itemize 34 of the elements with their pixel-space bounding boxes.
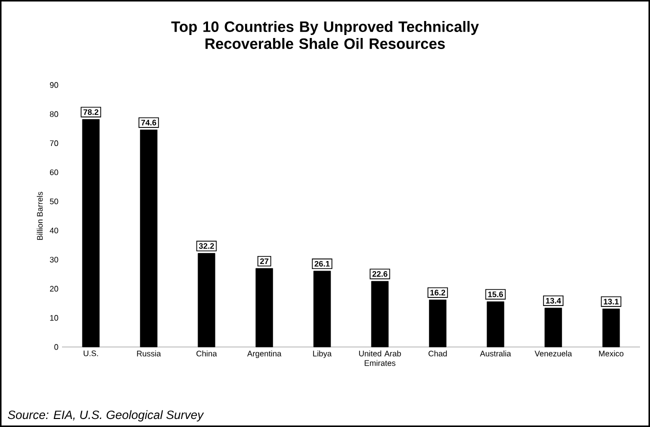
y-tick-label: 10 (50, 315, 58, 321)
x-tick-label: Chad (428, 350, 447, 356)
x-tick-label: Mexico (599, 350, 624, 356)
data-label: 26.1 (314, 260, 330, 267)
data-label: 78.2 (83, 109, 98, 115)
data-label: 13.1 (604, 298, 619, 304)
y-tick-label: 80 (50, 111, 58, 117)
y-tick-label: 70 (50, 140, 58, 146)
x-tick-label: China (196, 350, 217, 356)
y-tick-label: 30 (50, 256, 58, 262)
y-tick-label: 90 (50, 82, 58, 88)
y-tick-label: 40 (50, 228, 58, 234)
data-label: 27 (260, 258, 268, 264)
x-tick-label: Russia (137, 350, 161, 356)
y-axis-title: Billion Barrels (36, 192, 43, 240)
data-label: 32.2 (198, 243, 214, 249)
y-tick-label: 20 (50, 286, 58, 292)
data-label: 13.4 (546, 298, 562, 304)
x-tick-label: Australia (480, 350, 512, 356)
x-tick-label: United Arab Emirates (359, 350, 401, 366)
x-tick-label: Argentina (247, 350, 282, 358)
y-tick-label: 60 (50, 169, 58, 176)
data-label: 16.2 (430, 290, 446, 296)
x-tick-label: Venezuela (534, 350, 572, 356)
y-tick-label: 50 (50, 198, 58, 204)
data-label: 74.6 (141, 120, 156, 126)
source-note: Source: EIA, U.S. Geological Survey (8, 410, 204, 422)
chart-title: Top 10 Countries By Unproved Technically Recoverable Shale Oil Resources (171, 20, 479, 49)
y-tick-label: 0 (54, 344, 58, 350)
bar (198, 253, 216, 348)
x-tick-label: Libya (313, 350, 332, 358)
x-tick-label: U.S. (84, 350, 98, 356)
data-label: 22.6 (372, 271, 388, 277)
data-label: 15.6 (488, 292, 503, 298)
